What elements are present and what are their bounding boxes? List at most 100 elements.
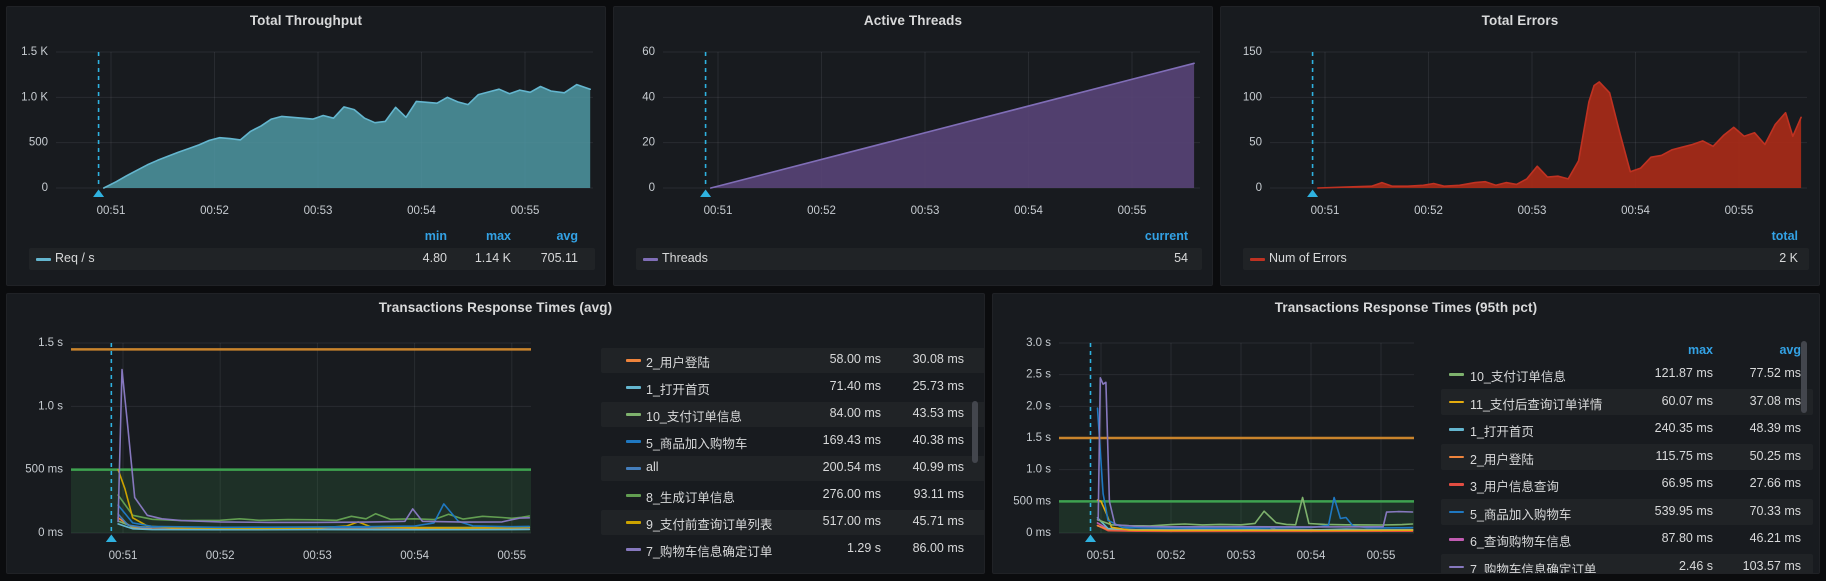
legend-total-errors: total Num of Errors 2 K — [1221, 7, 1819, 285]
legend-row[interactable]: 7_购物车信息确定订单 2.46 s 103.57 ms — [1441, 553, 1813, 574]
series-label[interactable]: 11_支付后查询订单详情 — [1470, 397, 1603, 412]
svg-text:2.0 s: 2.0 s — [1026, 400, 1051, 412]
series-max-value: 539.95 ms — [1654, 503, 1713, 518]
series-max-value: 66.95 ms — [1661, 476, 1713, 491]
svg-text:1.0 s: 1.0 s — [38, 400, 63, 412]
legend-row[interactable]: all 200.54 ms 40.99 ms — [601, 455, 984, 482]
series-label[interactable]: 5_商品加入购物车 — [646, 437, 748, 451]
svg-text:0 ms: 0 ms — [38, 527, 63, 539]
series-label[interactable]: 10_支付订单信息 — [1470, 370, 1566, 385]
legend-row[interactable]: 7_购物车信息确定订单 1.29 s 86.00 ms — [601, 536, 984, 563]
series-color-dash — [626, 386, 641, 389]
legend-header-avg[interactable]: avg — [1779, 343, 1801, 357]
legend-row[interactable]: 3_用户信息查询 66.95 ms 27.66 ms — [1441, 471, 1813, 499]
svg-text:00:51: 00:51 — [109, 550, 138, 562]
series-color-dash — [36, 258, 51, 261]
legend-row[interactable]: 5_商品加入购物车 169.43 ms 40.38 ms — [601, 428, 984, 455]
panel-title[interactable]: Active Threads — [863, 13, 963, 28]
series-label[interactable]: 2_用户登陆 — [646, 356, 710, 370]
series-label[interactable]: 7_购物车信息确定订单 — [1470, 562, 1597, 574]
series-color-dash — [626, 494, 641, 497]
panel-title[interactable]: Transactions Response Times (95th pct) — [1274, 300, 1538, 315]
svg-text:00:54: 00:54 — [1297, 550, 1326, 562]
series-max-value: 276.00 ms — [822, 487, 881, 501]
series-label[interactable]: 8_生成订单信息 — [646, 491, 735, 505]
legend-row[interactable]: 11_支付后查询订单详情 60.07 ms 37.08 ms — [1441, 388, 1813, 416]
series-label[interactable]: all — [646, 460, 659, 474]
series-label[interactable]: 10_支付订单信息 — [646, 410, 742, 424]
svg-text:00:55: 00:55 — [497, 550, 526, 562]
series-color-dash — [1449, 373, 1464, 376]
panel-title[interactable]: Total Errors — [1481, 13, 1559, 28]
chart-response-times-95pct[interactable]: 0 ms 500 ms 1.0 s 1.5 s 2.0 s 2.5 s 3.0 s 00:51… — [993, 294, 1820, 574]
series-color-dash — [643, 258, 658, 261]
svg-text:0 ms: 0 ms — [1026, 527, 1051, 539]
chart-active-threads[interactable]: 0 20 40 60 00:51 00:52 00:53 00:54 00:55 — [614, 7, 1213, 286]
legend-row[interactable]: 1_打开首页 71.40 ms 25.73 ms — [601, 374, 984, 401]
svg-text:2.5 s: 2.5 s — [1026, 369, 1051, 381]
series-max-value: 240.35 ms — [1654, 421, 1713, 436]
series-color-dash — [626, 521, 641, 524]
series-avg-value: 93.11 ms — [913, 487, 965, 501]
legend-header-max[interactable]: max — [485, 229, 511, 243]
series-max-value: 58.00 ms — [829, 352, 881, 366]
series-max-value: 87.80 ms — [1661, 531, 1713, 546]
series-avg-value: 25.73 ms — [912, 379, 964, 393]
svg-text:100: 100 — [1243, 91, 1262, 103]
legend-header-avg[interactable]: avg — [556, 229, 578, 243]
series-color-dash — [1449, 510, 1464, 514]
series-label[interactable]: 9_支付前查询订单列表 — [646, 518, 773, 532]
series-avg-value: 86.00 ms — [912, 541, 964, 555]
x-axis-labels: 00:51 00:52 00:53 00:54 00:55 — [704, 205, 1147, 217]
legend-scrollbar-thumb[interactable] — [972, 401, 978, 463]
svg-text:00:52: 00:52 — [206, 550, 235, 562]
svg-text:1.5 K: 1.5 K — [21, 46, 48, 58]
series-avg-value: 43.53 ms — [912, 406, 964, 420]
series-label[interactable]: 5_商品加入购物车 — [1470, 507, 1572, 522]
legend-row[interactable]: 10_支付订单信息 84.00 ms 43.53 ms — [601, 401, 984, 428]
series-max-value: 121.87 ms — [1654, 366, 1713, 381]
series-label[interactable]: 3_用户信息查询 — [1470, 480, 1559, 495]
legend-row[interactable]: 8_生成订单信息 276.00 ms 93.11 ms — [601, 482, 984, 509]
series-label[interactable]: 1_打开首页 — [646, 383, 710, 397]
x-axis-labels: 00:51 00:52 00:53 00:54 00:55 — [1087, 550, 1396, 562]
series-label[interactable]: 7_购物车信息确定订单 — [646, 545, 773, 559]
legend-header-total[interactable]: total — [1771, 229, 1798, 243]
panel-title[interactable]: Total Throughput — [249, 13, 363, 28]
legend-row[interactable]: 2_用户登陆 58.00 ms 30.08 ms — [601, 347, 984, 374]
annotation-start-marker-icon — [1307, 189, 1319, 197]
svg-text:00:54: 00:54 — [400, 550, 429, 562]
legend-row[interactable]: 10_支付订单信息 121.87 ms 77.52 ms — [1441, 361, 1813, 389]
svg-text:00:53: 00:53 — [911, 205, 940, 217]
legend-row[interactable]: 9_支付前查询订单列表 517.00 ms 45.71 ms — [601, 509, 984, 536]
legend-row[interactable]: 5_商品加入购物车 539.95 ms 70.33 ms — [1441, 498, 1813, 526]
series-label[interactable]: Num of Errors — [1269, 251, 1347, 265]
x-axis-labels: 00:51 00:52 00:53 00:54 00:55 — [109, 550, 527, 562]
legend-row[interactable]: 6_查询购物车信息 87.80 ms 46.21 ms — [1441, 526, 1813, 554]
legend-row[interactable]: 1_打开首页 240.35 ms 48.39 ms — [1441, 416, 1813, 444]
legend-total-throughput: min max avg Req / s 4.80 1.14 K 705.11 — [7, 7, 605, 285]
series-label[interactable]: 1_打开首页 — [1470, 425, 1534, 440]
legend-header-max[interactable]: max — [1687, 343, 1713, 357]
annotation-start-marker-icon — [93, 189, 105, 197]
panel-active-threads: Active Threads 0 20 40 60 00:51 00:52 00:53 00:… — [613, 6, 1213, 286]
series-label[interactable]: 2_用户登陆 — [1470, 452, 1534, 467]
svg-text:00:55: 00:55 — [1725, 205, 1754, 217]
legend-response-times-95pct: max avg 10_支付订单信息 121.87 ms 77.52 ms 11_支付后查询… — [993, 294, 1819, 573]
series-avg-value: 30.08 ms — [912, 352, 964, 366]
series-label[interactable]: 6_查询购物车信息 — [1470, 535, 1572, 550]
legend-header-min[interactable]: min — [424, 229, 447, 243]
chart-response-times-avg[interactable]: 0 ms 500 ms 1.0 s 1.5 s 00:51 00:52 00:53 00:54… — [7, 294, 985, 574]
series-label[interactable]: Req / s — [55, 251, 95, 265]
svg-text:500: 500 — [29, 137, 48, 149]
legend-scrollbar-thumb[interactable] — [1801, 341, 1807, 413]
legend-row[interactable]: 2_用户登陆 115.75 ms 50.25 ms — [1441, 443, 1813, 471]
chart-total-errors[interactable]: 0 50 100 150 00:51 00:52 00:53 00:54 00:55 — [1221, 7, 1820, 286]
legend-header-current[interactable]: current — [1144, 229, 1188, 243]
series-stat-value: 54 — [1174, 251, 1188, 265]
svg-text:20: 20 — [642, 137, 655, 149]
panel-title[interactable]: Transactions Response Times (avg) — [378, 300, 613, 315]
series-paths — [117, 368, 531, 531]
chart-total-throughput[interactable]: 0 500 1.0 K 1.5 K 00:51 00:52 00:53 00:54 00:55 — [7, 7, 606, 286]
series-label[interactable]: Threads — [662, 251, 708, 265]
